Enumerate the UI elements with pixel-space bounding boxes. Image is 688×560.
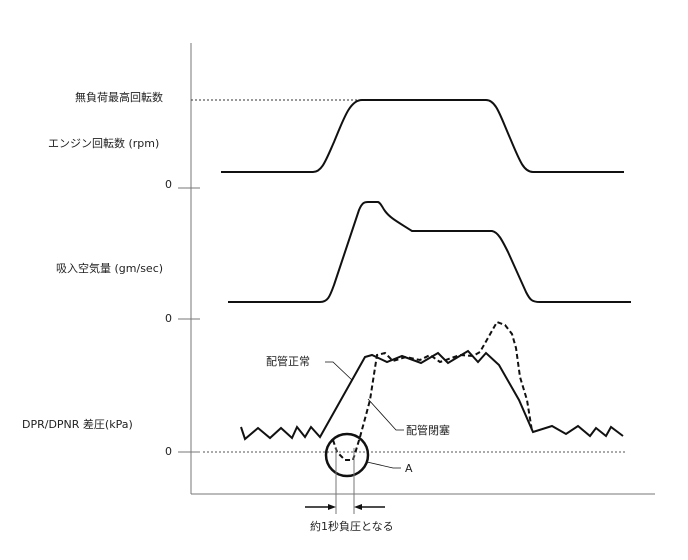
pressure-zero-label: 0 <box>165 445 172 458</box>
pipe-normal-label: 配管正常 <box>266 354 310 368</box>
max-rpm-label: 無負荷最高回転数 <box>75 90 163 104</box>
pressure-normal-curve <box>240 349 624 441</box>
intake-air-curve <box>228 201 631 303</box>
engine-rpm-label: エンジン回転数 (rpm) <box>48 137 159 150</box>
pressure-blocked-curve <box>332 320 533 461</box>
rpm-curve <box>221 99 624 173</box>
air-zero-label: 0 <box>165 312 172 325</box>
negative-pressure-circle <box>324 432 370 478</box>
intake-air-label: 吸入空気量 (gm/sec) <box>56 261 163 275</box>
arrow-right-icon <box>305 504 336 510</box>
marker-a-label: A <box>405 462 413 475</box>
pressure-label: DPR/DPNR 差圧(kPa) <box>22 417 133 431</box>
arrow-left-icon <box>354 504 385 510</box>
leader-blocked <box>367 398 404 431</box>
rpm-zero-label: 0 <box>165 178 172 191</box>
pipe-blocked-label: 配管閉塞 <box>406 423 450 437</box>
negative-note-label: 約1秒負圧となる <box>310 519 394 533</box>
leader-a <box>366 461 401 469</box>
leader-normal <box>325 361 353 381</box>
